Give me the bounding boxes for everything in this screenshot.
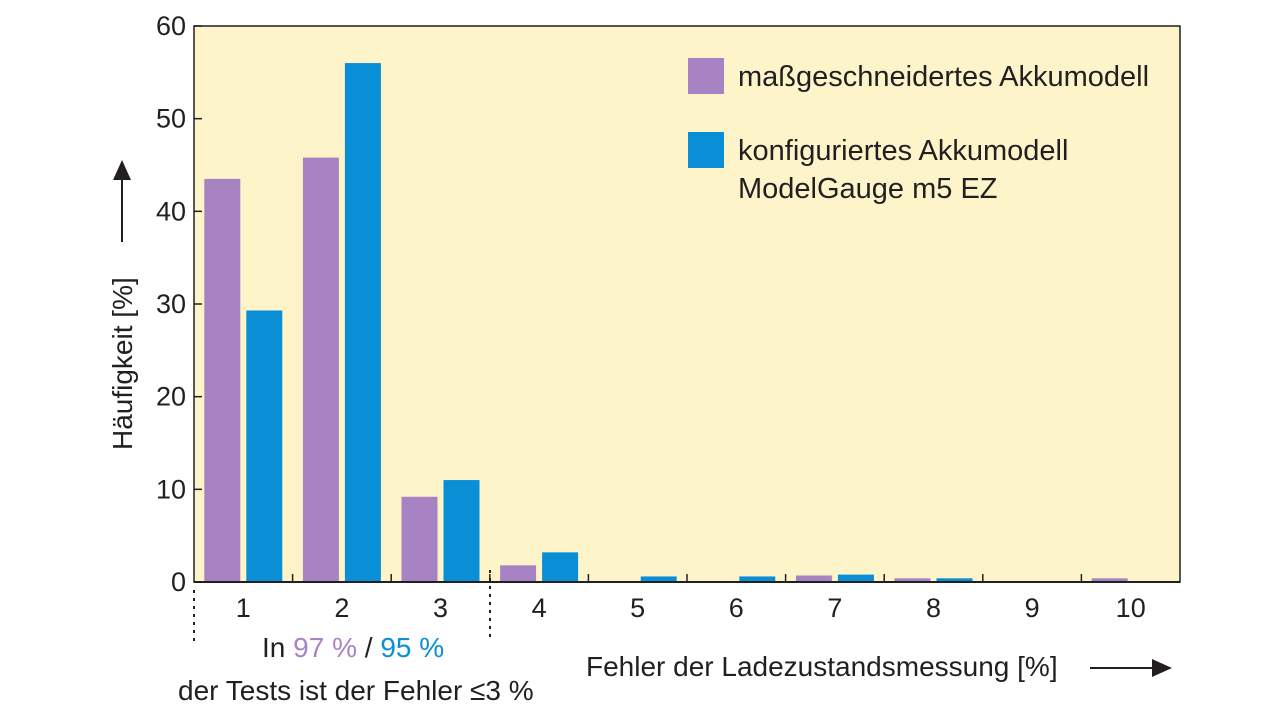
legend-label-series1-line1: maßgeschneidertes Akkumodell — [738, 61, 1149, 93]
bar-series1-cat-1 — [204, 178, 241, 582]
axes-layer: 0 10 20 30 40 50 60 1 2 3 4 5 6 7 8 9 10 — [156, 11, 1180, 623]
y-axis-arrow — [113, 160, 131, 242]
x-tick-label-5: 5 — [630, 593, 645, 623]
legend-label-series2-line2: ModelGauge m5 EZ — [738, 173, 998, 205]
y-tick-label-20: 20 — [156, 382, 186, 412]
y-tick-label-60: 60 — [156, 11, 186, 41]
legend-swatch-series1 — [688, 58, 724, 94]
x-tick-label-4: 4 — [532, 593, 547, 623]
bar-series2-cat-8 — [936, 578, 973, 582]
bar-series1-cat-2 — [302, 157, 339, 582]
annotation-separator: / — [364, 632, 373, 663]
annotation-prefix: In — [262, 632, 286, 663]
annotation-value-b: 95 % — [380, 632, 445, 663]
annotation-value-a: 97 % — [293, 632, 357, 663]
x-tick-label-2: 2 — [334, 593, 349, 623]
bar-series2-cat-4 — [542, 552, 579, 582]
bar-series2-cat-6 — [739, 576, 776, 582]
bar-series2-cat-3 — [443, 480, 480, 582]
x-tick-label-9: 9 — [1025, 593, 1040, 623]
x-tick-label-6: 6 — [729, 593, 744, 623]
x-axis-arrow — [1090, 659, 1172, 677]
bar-series1-cat-3 — [401, 496, 438, 582]
legend-label-series2-line1: konfiguriertes Akkumodell — [738, 135, 1068, 167]
y-axis-title: Häufigkeit [%] — [107, 277, 138, 450]
x-tick-label-8: 8 — [926, 593, 941, 623]
y-tick-label-10: 10 — [156, 474, 186, 504]
bar-series1-cat-8 — [894, 578, 931, 582]
bar-series2-cat-5 — [640, 576, 677, 582]
y-tick-label-0: 0 — [171, 567, 186, 597]
bar-series1-cat-7 — [795, 575, 832, 582]
legend: maßgeschneidertes Akkumodell konfiguriert… — [688, 58, 1149, 205]
x-tick-label-10: 10 — [1116, 593, 1146, 623]
annotation-line-2: der Tests ist der Fehler ≤3 % — [178, 675, 534, 706]
x-tick-label-7: 7 — [827, 593, 842, 623]
bar-series2-cat-7 — [837, 574, 874, 582]
x-axis-title: Fehler der Ladezustandsmessung [%] — [586, 651, 1058, 682]
plot-area — [193, 25, 1181, 583]
y-tick-label-40: 40 — [156, 196, 186, 226]
legend-swatch-series2 — [688, 132, 724, 168]
annotation-line-1: In 97 % / 95 % — [262, 632, 444, 664]
bar-series2-cat-1 — [246, 310, 283, 582]
x-tick-label-3: 3 — [433, 593, 448, 623]
bar-series1-cat-4 — [500, 565, 537, 582]
bar-series2-cat-2 — [344, 63, 381, 583]
bar-series1-cat-10 — [1091, 578, 1128, 582]
bars-layer — [204, 63, 1128, 583]
x-tick-label-1: 1 — [236, 593, 251, 623]
y-tick-label-50: 50 — [156, 104, 186, 134]
y-tick-label-30: 30 — [156, 289, 186, 319]
